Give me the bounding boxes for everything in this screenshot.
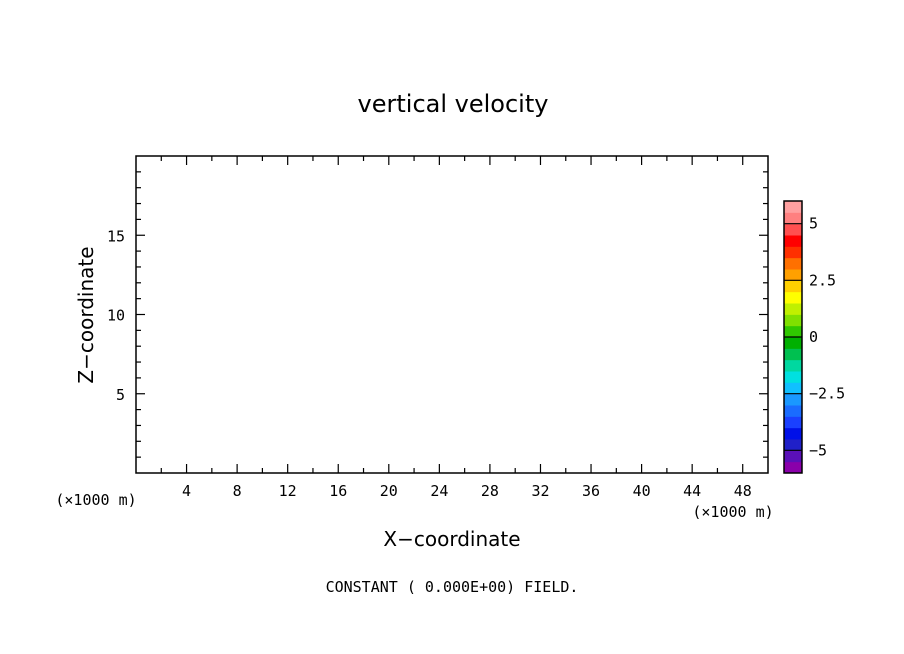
x-axis-title: X−coordinate bbox=[383, 527, 520, 551]
colorbar-swatch bbox=[784, 461, 802, 474]
colorbar-swatch bbox=[784, 450, 802, 463]
colorbar-label: −2.5 bbox=[809, 385, 845, 403]
x-tick-label: 40 bbox=[633, 482, 651, 500]
colorbar-swatch bbox=[784, 223, 802, 236]
colorbar-swatch bbox=[784, 280, 802, 293]
x-tick-label: 24 bbox=[430, 482, 448, 500]
x-tick-label: 44 bbox=[683, 482, 701, 500]
colorbar-label: 2.5 bbox=[809, 271, 836, 289]
chart-title: vertical velocity bbox=[358, 90, 549, 118]
colorbar-swatch bbox=[784, 269, 802, 281]
x-axis: 4 8 12 16 20 24 28 32 36 40 44 48 bbox=[160, 156, 752, 500]
x-tick-label: 8 bbox=[233, 482, 242, 500]
y-axis: 5 10 15 bbox=[107, 171, 768, 458]
colorbar: 5 2.5 0 −2.5 −5 bbox=[783, 200, 845, 474]
x-tick-label: 48 bbox=[734, 482, 752, 500]
x-tick-label: 20 bbox=[380, 482, 398, 500]
field-footnote: CONSTANT ( 0.000E+00) FIELD. bbox=[326, 578, 579, 596]
colorbar-swatch bbox=[784, 303, 802, 315]
y-axis-title: Z−coordinate bbox=[74, 246, 98, 383]
colorbar-label: 0 bbox=[809, 328, 818, 346]
x-tick-label: 32 bbox=[531, 482, 549, 500]
x-tick-label: 4 bbox=[182, 482, 191, 500]
y-tick-label: 10 bbox=[107, 307, 125, 325]
colorbar-swatch bbox=[784, 314, 802, 327]
x-tick-label: 16 bbox=[329, 482, 347, 500]
plot-area bbox=[135, 155, 769, 474]
colorbar-swatch bbox=[784, 405, 802, 417]
colorbar-swatch bbox=[784, 359, 802, 372]
colorbar-swatch bbox=[784, 212, 802, 225]
x-axis-unit-right: (×1000 m) bbox=[692, 503, 773, 521]
colorbar-swatch bbox=[784, 393, 802, 406]
colorbar-swatch bbox=[784, 201, 802, 213]
colorbar-swatch bbox=[784, 246, 802, 259]
colorbar-swatch bbox=[784, 371, 802, 383]
colorbar-swatch bbox=[784, 416, 802, 429]
plot-frame bbox=[135, 155, 769, 474]
colorbar-swatch bbox=[784, 337, 802, 349]
colorbar-swatch bbox=[784, 439, 802, 451]
colorbar-swatch bbox=[784, 348, 802, 361]
y-tick-label: 15 bbox=[107, 227, 125, 245]
x-tick-label: 12 bbox=[279, 482, 297, 500]
x-tick-label: 28 bbox=[481, 482, 499, 500]
y-tick-label: 5 bbox=[116, 386, 125, 404]
colorbar-swatch bbox=[784, 291, 802, 304]
colorbar-label: 5 bbox=[809, 215, 818, 233]
colorbar-swatch bbox=[784, 257, 802, 270]
x-axis-unit-left: (×1000 m) bbox=[55, 491, 136, 509]
colorbar-label: −5 bbox=[809, 441, 827, 459]
colorbar-swatch bbox=[784, 325, 802, 338]
colorbar-swatch bbox=[784, 427, 802, 440]
x-tick-label: 36 bbox=[582, 482, 600, 500]
colorbar-swatch bbox=[784, 235, 802, 247]
colorbar-swatch bbox=[784, 382, 802, 395]
